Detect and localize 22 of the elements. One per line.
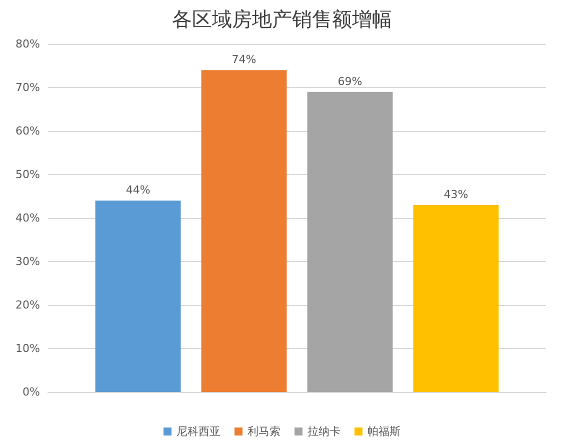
y-tick-label: 10% [16,342,40,355]
y-tick-label: 70% [16,81,40,94]
data-label: 69% [338,74,362,88]
y-tick-label: 80% [16,38,40,50]
bar [413,204,499,392]
bar [201,70,287,392]
y-tick-label: 50% [16,168,40,181]
legend-label: 帕福斯 [368,425,400,438]
data-label: 44% [126,184,150,197]
y-tick-label: 40% [16,212,40,224]
legend-label: 利马索 [248,425,280,438]
legend-label: 尼科西亚 [176,425,220,438]
data-label: 43% [444,188,468,201]
y-tick-label: 30% [16,255,40,268]
y-tick-label: 60% [16,124,40,138]
bar [95,200,181,392]
y-tick-label: 0% [22,386,40,398]
y-tick-label: 20% [16,298,40,312]
legend-label: 拉纳卡 [308,425,340,438]
bar [307,92,393,392]
chart-title: 各区域房地产销售额增幅 [172,7,392,31]
data-label: 74% [232,53,256,66]
